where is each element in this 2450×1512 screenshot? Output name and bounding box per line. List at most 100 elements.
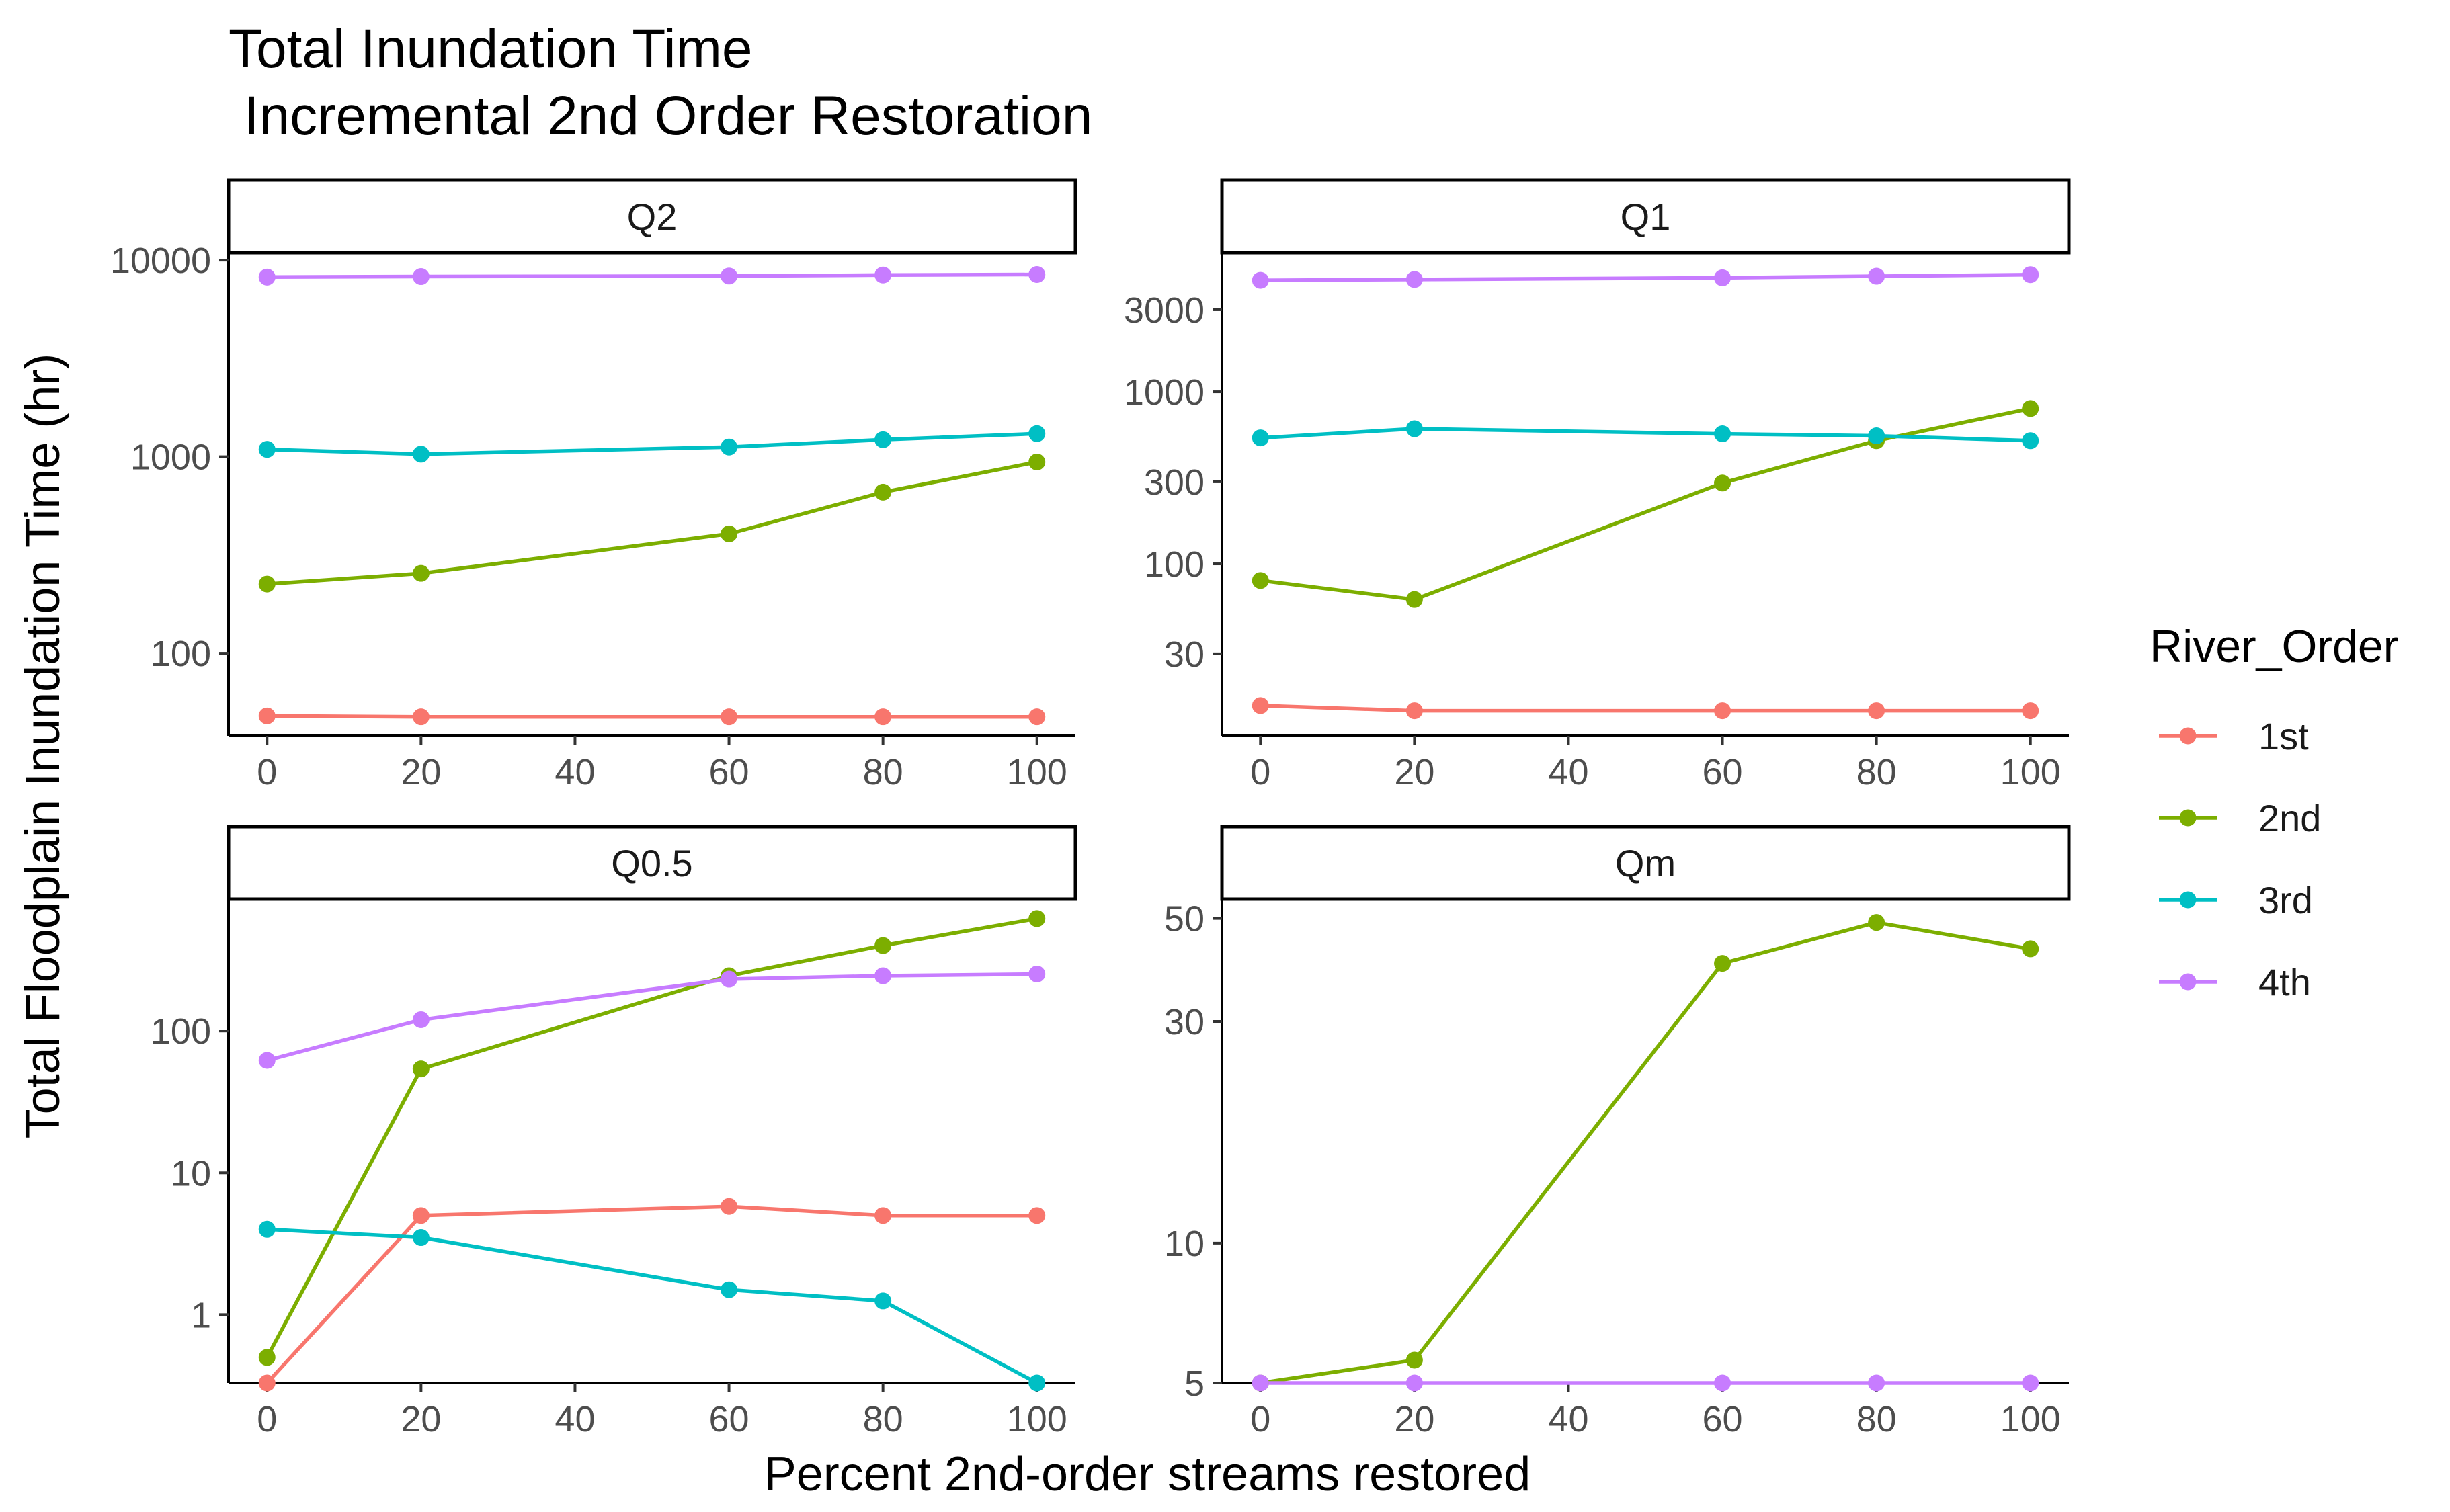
legend-label: 2nd (2258, 797, 2321, 839)
data-point-1st (1028, 1207, 1046, 1224)
data-point-1st (1868, 702, 1885, 720)
x-tick-label: 40 (555, 752, 595, 792)
data-point-2nd (1028, 453, 1046, 470)
data-point-3rd (412, 1229, 430, 1247)
x-tick-label: 40 (555, 1399, 595, 1439)
data-point-1st (874, 1207, 892, 1224)
data-point-2nd (2022, 940, 2039, 958)
x-tick-label: 100 (1007, 752, 1067, 792)
data-point-4th (412, 1011, 430, 1028)
y-tick-label: 1 (191, 1295, 211, 1335)
facet-strip-q1 (1220, 178, 2071, 255)
y-tick-label: 50 (1164, 899, 1204, 939)
y-tick-label: 100 (151, 1011, 211, 1052)
x-tick-label: 0 (1250, 1399, 1270, 1439)
facet-label-q2: Q2 (627, 196, 678, 238)
x-tick-label: 100 (1007, 1399, 1067, 1439)
data-point-3rd (258, 1220, 276, 1238)
data-point-4th (1714, 269, 1731, 286)
x-tick-label: 20 (401, 1399, 441, 1439)
data-point-1st (258, 1374, 276, 1392)
data-point-1st (1405, 702, 1423, 720)
legend-label: 1st (2258, 715, 2309, 757)
chart-title-line-2: Incremental 2nd Order Restoration (229, 85, 1092, 146)
x-tick-label: 60 (709, 1399, 749, 1439)
x-tick-label: 0 (257, 752, 277, 792)
data-point-2nd (412, 564, 430, 582)
data-point-3rd (874, 1292, 892, 1310)
data-point-2nd (1714, 955, 1731, 972)
legend-entry-2nd: 2nd (2159, 797, 2321, 839)
x-tick-label: 100 (2000, 1399, 2061, 1439)
data-point-4th (1028, 965, 1046, 982)
data-point-1st (412, 708, 430, 726)
y-tick-label: 30 (1164, 634, 1204, 675)
data-point-4th (1714, 1374, 1731, 1392)
data-point-3rd (412, 446, 430, 463)
y-axis-title: Total Floodplain Inundation Time (hr) (16, 353, 70, 1139)
data-point-3rd (1714, 425, 1731, 443)
y-tick-label: 300 (1144, 462, 1204, 503)
y-tick-label: 1000 (130, 437, 211, 478)
data-point-2nd (874, 937, 892, 954)
data-point-3rd (874, 431, 892, 448)
legend-entry-3rd: 3rd (2159, 879, 2313, 921)
legend: River_Order 1st 2nd 3rd 4th (2150, 621, 2398, 1003)
data-point-4th (2022, 1374, 2039, 1392)
legend-key-point (2179, 809, 2197, 827)
legend-key-point (2179, 891, 2197, 909)
data-point-3rd (1028, 1374, 1046, 1392)
data-point-4th (721, 970, 738, 988)
x-tick-label: 20 (401, 752, 441, 792)
y-tick-label: 10 (171, 1153, 211, 1193)
data-point-2nd (1252, 572, 1269, 589)
data-point-4th (1405, 1374, 1423, 1392)
data-point-3rd (1868, 427, 1885, 445)
data-point-3rd (721, 1281, 738, 1298)
data-point-2nd (258, 1349, 276, 1366)
data-point-4th (258, 268, 276, 286)
data-point-1st (412, 1207, 430, 1224)
data-point-3rd (721, 438, 738, 456)
legend-label: 4th (2258, 961, 2311, 1003)
data-point-2nd (1028, 910, 1046, 927)
y-tick-label: 3000 (1124, 290, 1204, 331)
x-tick-label: 60 (709, 752, 749, 792)
x-tick-label: 60 (1703, 752, 1743, 792)
data-point-4th (412, 268, 430, 286)
data-point-2nd (1405, 591, 1423, 608)
x-tick-label: 80 (863, 1399, 903, 1439)
data-point-2nd (721, 525, 738, 542)
x-axis-title: Percent 2nd-order streams restored (764, 1447, 1531, 1501)
data-point-1st (1252, 697, 1269, 714)
y-tick-label: 100 (1144, 544, 1204, 585)
data-point-1st (874, 708, 892, 726)
x-tick-label: 80 (1856, 1399, 1897, 1439)
facet-strip-q2 (227, 178, 1077, 255)
data-point-3rd (258, 441, 276, 458)
data-point-4th (1252, 271, 1269, 289)
data-point-4th (1252, 1374, 1269, 1392)
legend-key-point (2179, 973, 2197, 991)
data-point-3rd (1405, 420, 1423, 437)
data-point-1st (721, 708, 738, 726)
series-line-4th (267, 272, 1037, 280)
x-tick-label: 0 (1250, 752, 1270, 792)
data-point-3rd (2022, 432, 2039, 450)
facet-label-q1: Q1 (1621, 196, 1671, 238)
legend-title: River_Order (2150, 621, 2398, 672)
panel-q1: Q1 0 20 40 60 80 100 30 100 300 1000 3000 (1124, 178, 2071, 792)
data-point-4th (1868, 1374, 1885, 1392)
x-tick-label: 40 (1548, 1399, 1588, 1439)
facet-label-q0-5: Q0.5 (611, 842, 692, 884)
data-point-4th (1868, 267, 1885, 285)
data-point-1st (1714, 702, 1731, 720)
facet-strip-q0-5 (227, 825, 1077, 901)
data-point-4th (874, 266, 892, 284)
data-point-1st (721, 1198, 738, 1215)
y-tick-label: 10 (1164, 1224, 1204, 1264)
panel-qm: Qm 0 20 40 60 80 100 5 10 30 50 (1164, 825, 2071, 1439)
y-tick-label: 100 (151, 634, 211, 674)
